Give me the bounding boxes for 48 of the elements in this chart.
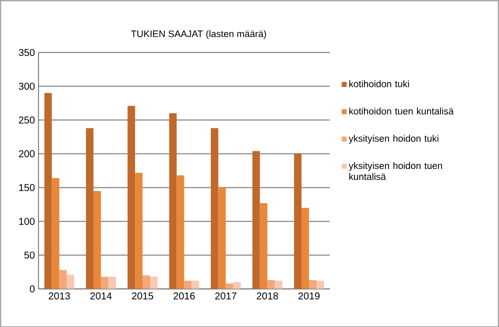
bar bbox=[316, 280, 324, 289]
x-tick-label: 2014 bbox=[90, 292, 112, 300]
y-tick-label: 50 bbox=[24, 251, 35, 258]
bar bbox=[66, 274, 74, 289]
bar bbox=[226, 283, 234, 289]
legend-label: kotihoidon tuki bbox=[349, 80, 409, 88]
bar bbox=[44, 92, 52, 289]
bar bbox=[93, 190, 101, 289]
bar bbox=[150, 276, 158, 289]
bar bbox=[210, 128, 218, 289]
bar bbox=[108, 276, 116, 289]
bar bbox=[52, 178, 60, 289]
bar bbox=[309, 280, 316, 289]
chart-title: TUKIEN SAAJAT (lasten määrä) bbox=[131, 30, 266, 39]
x-tick-label: 2018 bbox=[256, 292, 278, 300]
legend-label: kotihoidon tuen kuntalisä bbox=[349, 107, 454, 114]
bar bbox=[294, 154, 302, 289]
bar bbox=[169, 113, 177, 289]
bar bbox=[233, 282, 241, 289]
bar bbox=[192, 280, 200, 289]
x-tick-label: 2013 bbox=[48, 292, 70, 300]
y-tick-label: 300 bbox=[18, 82, 35, 90]
y-tick-label: 350 bbox=[18, 48, 35, 56]
bar bbox=[218, 187, 226, 289]
x-tick-label: 2015 bbox=[132, 292, 154, 300]
legend-label: yksityisen hoidon tuen kuntalisä bbox=[348, 162, 442, 180]
y-tick-label: 0 bbox=[30, 285, 35, 292]
y-tick-label: 100 bbox=[19, 218, 35, 225]
bar bbox=[59, 270, 67, 289]
bar bbox=[86, 128, 94, 289]
bar bbox=[142, 275, 150, 289]
x-tick-label: 2016 bbox=[174, 292, 195, 300]
bar bbox=[252, 150, 260, 289]
bar bbox=[267, 280, 275, 289]
bar bbox=[135, 172, 143, 289]
bar bbox=[128, 106, 136, 289]
x-tick-label: 2019 bbox=[298, 292, 320, 300]
bar bbox=[260, 202, 268, 289]
y-tick-label: 150 bbox=[19, 184, 35, 191]
y-tick-label: 200 bbox=[18, 150, 35, 158]
bar bbox=[302, 208, 309, 289]
legend-label: yksityisen hoidon tuki bbox=[348, 134, 438, 144]
bar bbox=[100, 276, 108, 289]
bar bbox=[274, 280, 282, 289]
x-tick-label: 2017 bbox=[215, 292, 236, 300]
bar bbox=[176, 175, 184, 289]
y-tick-label: 250 bbox=[18, 116, 35, 124]
bar bbox=[184, 280, 192, 289]
